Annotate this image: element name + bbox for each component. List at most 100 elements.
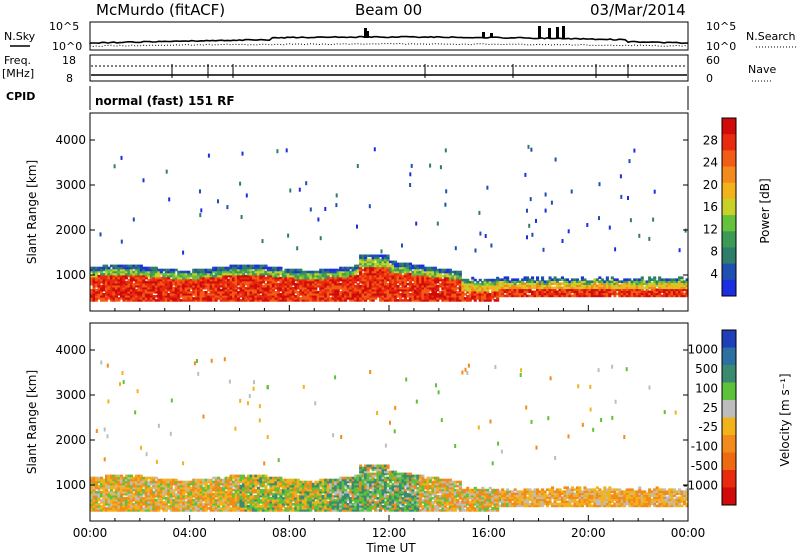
range-cell — [229, 501, 233, 504]
range-cell — [384, 274, 388, 278]
range-cell — [326, 488, 330, 492]
range-cell — [473, 286, 477, 290]
range-cell — [239, 270, 243, 274]
range-cell — [421, 270, 425, 274]
range-cell — [558, 294, 562, 298]
range-cell — [261, 280, 265, 284]
range-cell — [366, 295, 370, 298]
range-cell — [199, 274, 203, 278]
range-cell — [336, 272, 340, 276]
range-cell — [306, 276, 310, 280]
range-cell — [299, 496, 303, 500]
range-cell — [209, 286, 213, 290]
range-cell — [433, 293, 437, 296]
range-cell — [172, 295, 176, 298]
range-cell — [234, 291, 238, 294]
range-cell — [359, 288, 363, 292]
range-cell — [413, 264, 417, 268]
range-cell — [219, 509, 223, 512]
range-cell — [321, 494, 325, 498]
range-cell — [119, 501, 123, 504]
range-cell — [321, 295, 325, 298]
range-cell — [369, 264, 373, 268]
range-cell — [351, 299, 355, 302]
range-cell — [386, 299, 390, 302]
range-cell — [306, 288, 310, 292]
range-cell — [595, 280, 599, 283]
range-cell — [129, 488, 133, 492]
range-cell — [443, 276, 447, 280]
range-cell — [281, 505, 285, 508]
range-cell — [403, 293, 407, 296]
range-cell — [314, 503, 318, 506]
range-cell — [154, 280, 158, 284]
range-cell — [189, 480, 193, 484]
range-cell — [261, 270, 265, 274]
range-cell — [421, 278, 425, 282]
range-cell — [147, 286, 151, 290]
scatter-echo — [241, 151, 244, 156]
range-cell — [217, 291, 221, 294]
range-cell — [438, 276, 442, 280]
range-cell — [107, 288, 111, 292]
range-cell — [326, 293, 330, 296]
range-cell — [102, 286, 106, 290]
range-cell — [518, 280, 522, 283]
range-cell — [289, 488, 293, 492]
range-cell — [543, 280, 547, 283]
range-cell — [189, 278, 193, 282]
range-cell — [655, 280, 659, 283]
range-cell — [324, 274, 328, 278]
range-cell — [152, 288, 156, 292]
range-cell — [261, 482, 265, 486]
range-cell — [391, 270, 395, 274]
range-cell — [167, 278, 171, 282]
range-cell — [97, 293, 101, 296]
range-cell — [296, 494, 300, 498]
noise-spikes — [364, 26, 565, 38]
range-cell — [366, 293, 370, 296]
range-cell — [179, 276, 183, 280]
range-cell — [184, 482, 188, 486]
range-cell — [575, 282, 579, 285]
range-cell — [319, 291, 323, 294]
range-cell — [174, 282, 178, 286]
range-cell — [90, 484, 94, 488]
range-cell — [224, 484, 228, 488]
range-cell — [132, 286, 136, 290]
range-cell — [366, 272, 370, 276]
range-cell — [448, 299, 452, 302]
range-cell — [172, 288, 176, 292]
range-cell — [291, 293, 295, 296]
range-cell — [428, 266, 432, 270]
range-cell — [324, 486, 328, 490]
range-cell — [359, 266, 363, 270]
range-cell — [192, 282, 196, 286]
range-cell — [473, 278, 477, 282]
range-cell — [673, 292, 677, 296]
range-cell — [157, 507, 161, 510]
range-cell — [174, 503, 178, 506]
range-cell — [334, 501, 338, 504]
range-cell — [331, 482, 335, 486]
range-cell — [635, 290, 639, 294]
range-cell — [281, 480, 285, 484]
range-cell — [212, 276, 216, 280]
range-cell — [97, 266, 101, 270]
range-cell — [202, 295, 206, 298]
range-cell — [416, 272, 420, 276]
range-cell — [266, 284, 270, 288]
range-cell — [119, 264, 123, 268]
range-cell — [202, 492, 206, 496]
range-cell — [518, 286, 522, 290]
range-cell — [443, 274, 447, 278]
range-cell — [588, 290, 592, 294]
range-cell — [152, 280, 156, 284]
range-cell — [207, 286, 211, 290]
range-cell — [279, 494, 283, 498]
range-cell — [242, 494, 246, 498]
range-cell — [486, 278, 490, 282]
range-cell — [269, 286, 273, 290]
range-cell — [476, 295, 480, 298]
range-cell — [274, 509, 278, 512]
